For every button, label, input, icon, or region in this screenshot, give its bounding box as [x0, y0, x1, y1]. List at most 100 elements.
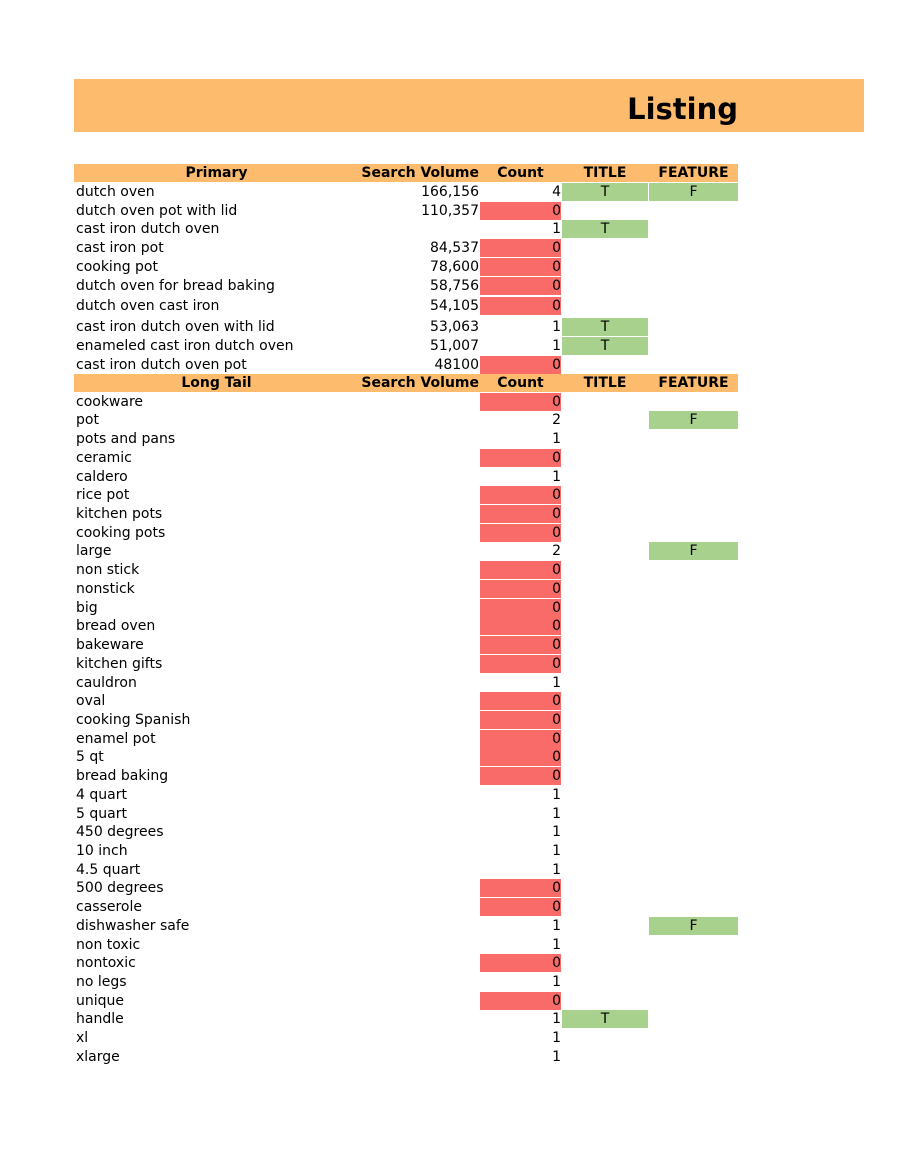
title-match-cell: [562, 954, 648, 972]
count-cell: 0: [480, 239, 561, 257]
title-match-cell: T: [562, 1010, 648, 1029]
title-match-cell: [562, 449, 648, 467]
count-cell: 0: [480, 636, 561, 655]
feature-match-cell: [649, 617, 738, 635]
count-cell: 1: [552, 468, 561, 485]
title-match-cell: T: [562, 220, 648, 238]
title-match-cell: [562, 1029, 648, 1047]
feature-match-cell: [649, 879, 738, 897]
keyword-cell: casserole: [76, 899, 142, 916]
title-match-cell: [562, 486, 648, 504]
table-row: xl 1: [74, 1029, 738, 1047]
table-row: cast iron dutch oven with lid 53,063 1 T: [74, 318, 738, 336]
primary-header-row: Primary Search Volume Count TITLE FEATURE: [74, 164, 738, 182]
feature-match-cell: [649, 468, 738, 486]
title-match-cell: [562, 1048, 648, 1066]
header-keyword: Long Tail: [181, 375, 252, 391]
count-cell: 1: [552, 1011, 561, 1028]
title-match-cell: [562, 674, 648, 692]
header-search-volume: Search Volume: [361, 375, 479, 391]
title-match-cell: [562, 468, 648, 486]
title-match-cell: [562, 430, 648, 448]
keyword-cell: kitchen gifts: [76, 655, 163, 672]
feature-match-cell: [649, 486, 738, 504]
feature-match-cell: [649, 674, 738, 692]
keyword-cell: caldero: [76, 468, 128, 485]
keyword-cell: dishwasher safe: [76, 917, 190, 934]
table-row: cooking pots 0: [74, 523, 738, 542]
table-row: 500 degrees 0: [74, 879, 738, 898]
table-row: rice pot 0: [74, 486, 738, 505]
feature-match-cell: [649, 842, 738, 860]
title-match-cell: T: [562, 183, 648, 201]
title-match-cell: [562, 636, 648, 654]
feature-match-cell: [649, 318, 738, 336]
keyword-cell: dutch oven pot with lid: [76, 203, 238, 219]
keyword-cell: dutch oven cast iron: [76, 298, 220, 314]
table-row: 10 inch 1: [74, 842, 738, 860]
keyword-cell: 5 quart: [76, 805, 127, 822]
longtail-header-row: Long Tail Search Volume Count TITLE FEATURE: [74, 374, 738, 392]
table-row: enameled cast iron dutch oven 51,007 1 T: [74, 337, 738, 355]
title-banner: Listing: [74, 79, 864, 132]
title-match-cell: T: [562, 318, 648, 336]
table-row: kitchen pots 0: [74, 505, 738, 524]
count-cell: 0: [480, 898, 561, 917]
title-match-cell: [562, 973, 648, 991]
title-match-cell: [562, 786, 648, 804]
feature-match-cell: [649, 936, 738, 954]
count-cell: 0: [480, 954, 561, 973]
count-cell: 1: [552, 674, 561, 691]
table-row: cookware 0: [74, 392, 738, 411]
table-row: no legs 1: [74, 973, 738, 991]
keyword-cell: cast iron dutch oven with lid: [76, 319, 275, 335]
count-cell: 1: [552, 936, 561, 953]
title-match-cell: [562, 767, 648, 785]
feature-match-cell: [649, 337, 738, 355]
keyword-cell: cooking pots: [76, 524, 166, 541]
keyword-cell: enamel pot: [76, 730, 156, 747]
keyword-cell: cauldron: [76, 674, 137, 691]
count-cell: 0: [480, 879, 561, 898]
title-match-cell: [562, 898, 648, 916]
page-title: Listing: [627, 92, 738, 126]
search-volume-cell: [359, 220, 479, 238]
feature-match-cell: F: [649, 411, 738, 430]
count-cell: 0: [480, 579, 561, 598]
table-row: nontoxic 0: [74, 954, 738, 973]
table-row: dutch oven pot with lid 110,357 0: [74, 202, 738, 220]
title-match-cell: [562, 823, 648, 841]
table-row: cast iron dutch oven 1 T: [74, 220, 738, 238]
header-count: Count: [497, 375, 544, 391]
title-match-cell: [562, 580, 648, 598]
count-cell: 0: [480, 448, 561, 467]
table-row: bread baking 0: [74, 767, 738, 786]
count-cell: 0: [480, 258, 561, 276]
keyword-cell: enameled cast iron dutch oven: [76, 338, 294, 354]
feature-match-cell: [649, 1029, 738, 1047]
table-row: caldero 1: [74, 468, 738, 486]
title-match-cell: [562, 992, 648, 1010]
header-count: Count: [497, 165, 544, 181]
title-match-cell: [562, 411, 648, 429]
feature-match-cell: [649, 767, 738, 785]
count-cell: 1: [552, 843, 561, 859]
keyword-cell: oval: [76, 693, 106, 710]
header-title: TITLE: [583, 375, 627, 391]
keyword-cell: bread oven: [76, 618, 156, 635]
keyword-cell: kitchen pots: [76, 506, 163, 523]
title-match-cell: [562, 936, 648, 954]
table-row: handle 1 T: [74, 1010, 738, 1029]
keyword-cell: no legs: [76, 974, 127, 991]
title-match-cell: [562, 617, 648, 635]
title-match-cell: [562, 393, 648, 411]
keyword-cell: cooking Spanish: [76, 711, 191, 728]
count-cell: 4: [552, 184, 561, 200]
table-row: 4.5 quart 1: [74, 861, 738, 879]
table-row: large 2 F: [74, 542, 738, 561]
title-match-cell: T: [562, 337, 648, 355]
table-row: 4 quart 1: [74, 786, 738, 804]
count-cell: 0: [480, 277, 561, 295]
keyword-cell: 450 degrees: [76, 824, 164, 841]
title-match-cell: [562, 655, 648, 673]
